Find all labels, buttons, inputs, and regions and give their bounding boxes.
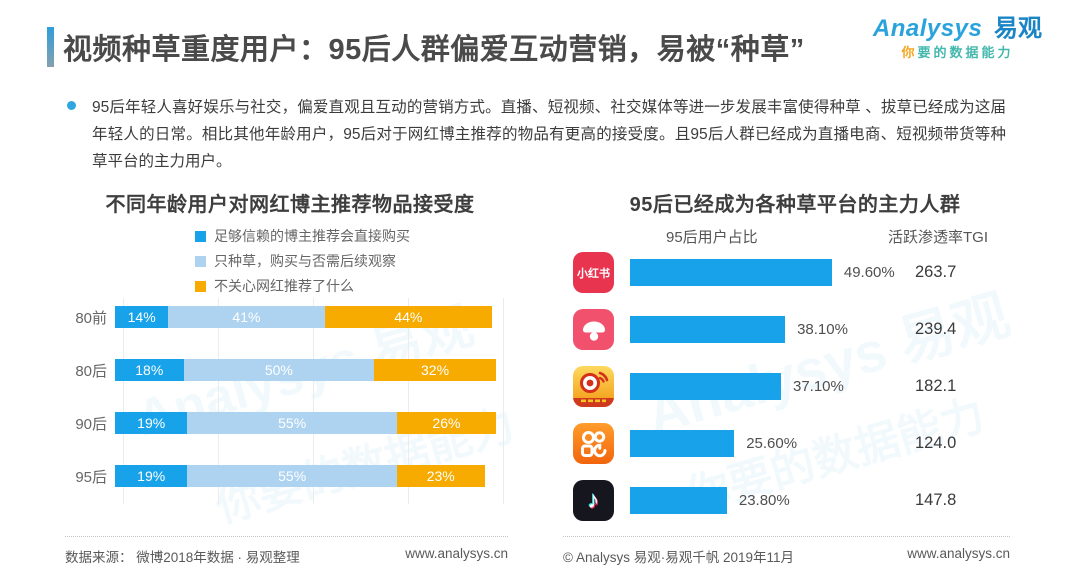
segment-dont-care: 26% <box>396 412 496 434</box>
segment-watch-first: 55% <box>187 412 397 434</box>
bar-mogujie <box>630 316 786 343</box>
bar-row-90s: 90后 19% 55% 26% <box>60 412 520 434</box>
value-label: 38.10% <box>797 321 848 338</box>
category-label: 95后 <box>75 468 107 486</box>
platform-row-weibo: 37.10% <box>573 366 895 407</box>
legend-item: 足够信赖的博主推荐会直接购买 <box>195 228 410 244</box>
platform-row-mogujie: 38.10% <box>573 309 895 350</box>
bar-row-95s: 95后 19% 55% 23% <box>60 465 520 487</box>
analysys-url: www.analysys.cn <box>405 546 508 561</box>
tgi-column: 263.7 239.4 182.1 124.0 147.8 <box>915 252 956 537</box>
legend-swatch-dont-care <box>195 280 206 292</box>
music-note-glyph: ♪ <box>587 486 600 514</box>
legend-label: 不关心网红推荐了什么 <box>214 278 354 294</box>
page-title: 视频种草重度用户：95后人群偏爱互动营销，易被“种草” <box>63 34 805 66</box>
segment-direct-buy: 14% <box>115 306 169 328</box>
segment-watch-first: 55% <box>187 465 397 487</box>
analysys-logo-tagline: 你要的数据能力 <box>901 45 1014 61</box>
segment-direct-buy: 18% <box>115 359 184 381</box>
analysys-logo-brand: Analysys 易观 <box>872 15 1042 42</box>
tgi-value: 147.8 <box>915 491 957 509</box>
camera-glyph <box>580 430 606 457</box>
legend-label: 足够信赖的博主推荐会直接购买 <box>214 228 410 244</box>
analysys-logo: Analysys 易观 你要的数据能力 <box>872 15 1042 61</box>
segment-watch-first: 41% <box>168 306 325 328</box>
bar-row-80pre: 80前 14% 41% 44% <box>60 306 520 328</box>
analysys-url: www.analysys.cn <box>907 546 1010 561</box>
bar-kuaishou <box>630 430 735 457</box>
douyin-icon: ♪ <box>573 480 614 521</box>
tgi-value: 263.7 <box>915 263 957 281</box>
segment-watch-first: 50% <box>183 359 375 381</box>
xiaohongshu-icon: 小红书 <box>573 252 614 293</box>
legend-item: 不关心网红推荐了什么 <box>195 278 410 294</box>
legend-swatch-watch-first <box>195 255 206 267</box>
analysys-logo-en: Analysys <box>872 15 983 42</box>
platform-rows: 小红书 49.60% 38.10% <box>573 252 895 537</box>
value-label: 23.80% <box>738 492 790 509</box>
stacked-bar: 14% 41% 44% <box>115 306 496 328</box>
segment-dont-care: 44% <box>324 306 493 328</box>
platform-row-kuaishou: 25.60% <box>573 423 895 464</box>
gridlines <box>123 298 504 504</box>
category-label: 80后 <box>75 362 107 380</box>
platform-row-xiaohongshu: 小红书 49.60% <box>573 252 895 293</box>
bar-weibo <box>630 373 781 400</box>
platform-chart: 95后已经成为各种草平台的主力人群 95后用户占比 活跃渗透率TGI 小红书 4… <box>560 188 1030 521</box>
footer-right: © Analysys 易观·易观千帆 2019年11月 www.analysys… <box>563 536 1010 566</box>
tgi-value: 239.4 <box>915 320 957 338</box>
acceptance-chart-plot: 80前 14% 41% 44% 80后 18% 50% 32% 90后 19% <box>60 298 520 518</box>
legend-label: 只种草，购买与否需后续观察 <box>214 253 396 269</box>
category-label: 80前 <box>75 309 107 327</box>
tgi-value: 182.1 <box>915 377 957 395</box>
bullet-icon <box>67 101 76 110</box>
platform-row-douyin: ♪ 23.80% <box>573 480 895 521</box>
weibo-eye-glyph <box>580 371 609 403</box>
bar-xiaohongshu <box>630 259 832 286</box>
stacked-bar: 18% 50% 32% <box>115 359 496 381</box>
copyright-text: © Analysys 易观·易观千帆 2019年11月 <box>563 550 795 565</box>
tgi-value: 124.0 <box>915 434 957 452</box>
legend: 足够信赖的博主推荐会直接购买 只种草，购买与否需后续观察 不关心网红推荐了什么 <box>195 228 410 304</box>
column-header-tgi: 活跃渗透率TGI <box>888 229 988 246</box>
segment-dont-care: 23% <box>396 465 485 487</box>
legend-swatch-direct-buy <box>195 230 206 242</box>
value-label: 25.60% <box>746 435 798 452</box>
weibo-icon <box>573 366 614 407</box>
mogujie-icon <box>573 309 614 350</box>
value-label: 37.10% <box>792 378 844 395</box>
footer-left: 数据来源： 微博2018年数据 · 易观整理 www.analysys.cn <box>65 536 508 566</box>
segment-direct-buy: 19% <box>115 465 188 487</box>
kuaishou-icon <box>573 423 614 464</box>
acceptance-chart-title: 不同年龄用户对网红博主推荐物品接受度 <box>105 194 475 216</box>
summary-paragraph: 95后年轻人喜好娱乐与社交，偏爱直观且互动的营销方式。直播、短视频、社交媒体等进… <box>92 99 1006 170</box>
stacked-bar: 19% 55% 26% <box>115 412 496 434</box>
value-label: 49.60% <box>843 264 895 281</box>
bar-row-80s: 80后 18% 50% 32% <box>60 359 520 381</box>
acceptance-chart: 不同年龄用户对网红博主推荐物品接受度 足够信赖的博主推荐会直接购买 只种草，购买… <box>60 188 520 504</box>
bar-douyin <box>630 487 727 514</box>
mushroom-glyph <box>582 321 605 341</box>
platform-chart-title: 95后已经成为各种草平台的主力人群 <box>629 194 961 216</box>
stacked-bar: 19% 55% 23% <box>115 465 496 487</box>
category-label: 90后 <box>75 415 107 433</box>
legend-item: 只种草，购买与否需后续观察 <box>195 253 410 269</box>
title-accent-bar <box>47 27 54 67</box>
column-header-share: 95后用户占比 <box>666 229 758 246</box>
segment-direct-buy: 19% <box>115 412 188 434</box>
data-source-text: 数据来源： 微博2018年数据 · 易观整理 <box>65 550 300 565</box>
analysys-logo-cn: 易观 <box>994 15 1042 42</box>
segment-dont-care: 32% <box>374 359 496 381</box>
